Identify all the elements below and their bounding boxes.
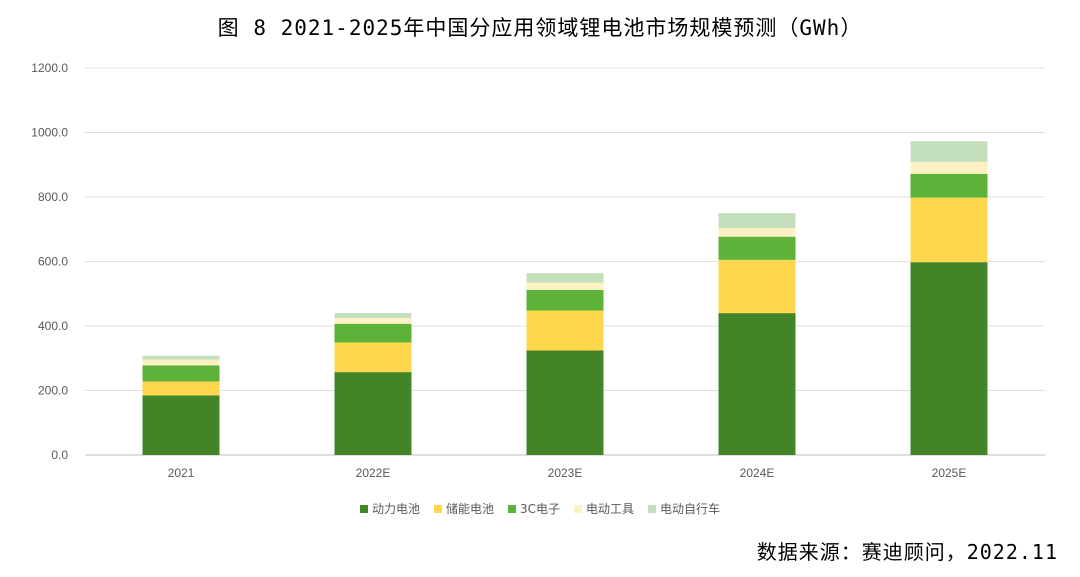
y-axis-ticks: 0.0 200.0 400.0 600.0 800.0 1000.0 1200.0 [31, 61, 68, 462]
bar-segment [334, 372, 412, 455]
bar-segment [910, 197, 988, 263]
y-tick-label: 1200.0 [31, 61, 68, 75]
bar-segment [526, 282, 604, 290]
bar-segment [718, 259, 796, 314]
bar-segment [718, 236, 796, 260]
bar-segment [334, 313, 412, 318]
source-note: 数据来源：赛迪顾问，2022.11 [756, 540, 1058, 564]
legend-label: 电动工具 [586, 502, 635, 516]
bar-segment [910, 262, 988, 455]
legend-item: 电动自行车 [648, 500, 720, 517]
x-tick-label: 2024E [740, 466, 775, 480]
bar-segment [334, 317, 412, 324]
bar-segment [142, 365, 220, 382]
bar-segment [142, 355, 220, 360]
bar-segment [142, 395, 220, 455]
y-tick-label: 600.0 [38, 255, 68, 269]
legend: 动力电池 储能电池 3C电子 电动工具 电动自行车 [0, 500, 1080, 517]
bar-segment [718, 313, 796, 455]
bar-segment [334, 342, 412, 373]
bar-segment [334, 323, 412, 343]
legend-swatch [574, 504, 582, 513]
legend-item: 电动工具 [574, 500, 634, 517]
bar-segment [910, 173, 988, 198]
legend-label: 储能电池 [445, 502, 494, 516]
bar-segment [526, 350, 604, 455]
bar-segment [718, 227, 796, 237]
bar-segment [526, 289, 604, 311]
bar-segment [526, 273, 604, 283]
legend-swatch [359, 504, 368, 513]
bars [142, 141, 988, 455]
y-tick-label: 0.0 [51, 448, 68, 462]
legend-swatch [648, 504, 657, 513]
legend-swatch [433, 504, 442, 513]
bar-segment [718, 213, 796, 228]
y-tick-label: 200.0 [38, 384, 68, 398]
x-tick-label: 2023E [548, 466, 583, 480]
bar-segment [910, 161, 988, 174]
legend-label: 3C电子 [519, 502, 560, 516]
bar-segment [142, 359, 220, 366]
y-tick-label: 800.0 [38, 190, 68, 204]
chart-title: 图 8 2021-2025年中国分应用领域锂电池市场规模预测（GWh） [217, 16, 863, 40]
x-tick-label: 2021 [168, 466, 195, 480]
bar-segment [526, 310, 604, 351]
legend-label: 动力电池 [371, 502, 420, 516]
legend-label: 电动自行车 [660, 502, 721, 516]
bar-segment [910, 141, 988, 162]
bar-segment [142, 381, 220, 396]
legend-item: 动力电池 [359, 500, 420, 517]
x-tick-label: 2022E [356, 466, 391, 480]
y-tick-label: 1000.0 [31, 126, 68, 140]
legend-item: 3C电子 [507, 500, 560, 517]
y-tick-label: 400.0 [38, 319, 68, 333]
x-axis-ticks: 2021 2022E 2023E 2024E 2025E [168, 466, 967, 480]
legend-item: 储能电池 [433, 500, 494, 517]
legend-swatch [507, 504, 516, 513]
stacked-bar-chart: 0.0 200.0 400.0 600.0 800.0 1000.0 1200.0 2021… [31, 61, 1045, 480]
x-tick-label: 2025E [932, 466, 967, 480]
